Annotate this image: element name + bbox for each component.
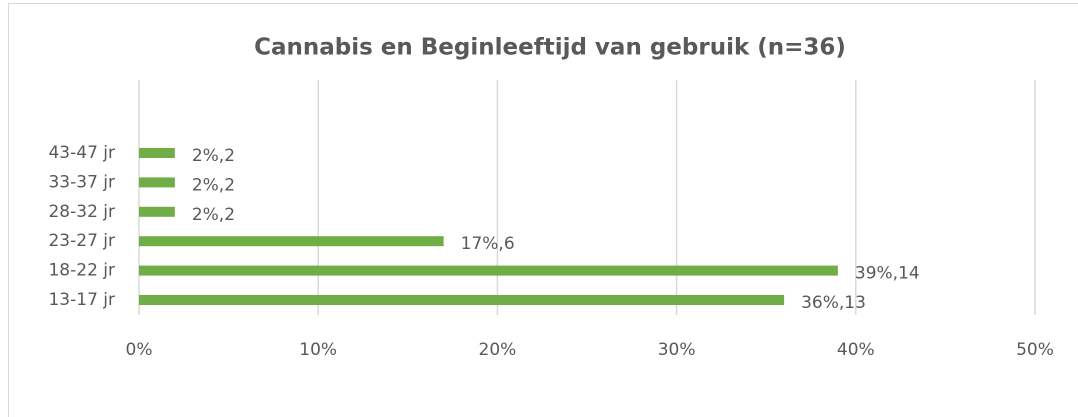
x-tick-label: 20% (479, 340, 517, 360)
bar (139, 206, 175, 217)
y-tick-label: 43-47 jr (48, 143, 115, 163)
value-label: 36%,13 (801, 293, 866, 313)
bar (139, 265, 838, 276)
y-tick-label: 33-37 jr (48, 172, 115, 192)
value-label: 2%,2 (192, 175, 235, 195)
chart-title: Cannabis en Beginleeftijd van gebruik (n… (254, 35, 846, 61)
y-tick-label: 23-27 jr (48, 231, 115, 251)
bar (139, 148, 175, 158)
x-tick-label: 30% (658, 340, 696, 360)
bar (139, 236, 444, 247)
bar (139, 177, 175, 188)
value-label: 39%,14 (855, 264, 920, 284)
x-tick-label: 0% (126, 340, 153, 360)
value-label: 2%,2 (192, 146, 235, 166)
x-tick-label: 50% (1016, 340, 1054, 360)
bar (139, 295, 785, 305)
x-tick-label: 10% (299, 340, 337, 360)
y-tick-label: 18-22 jr (48, 261, 115, 281)
x-tick-label: 40% (837, 340, 875, 360)
chart-frame (8, 3, 1078, 417)
value-label: 17%,6 (461, 234, 515, 254)
y-tick-label: 28-32 jr (48, 202, 115, 222)
y-tick-label: 13-17 jr (48, 290, 115, 310)
value-label: 2%,2 (192, 205, 235, 225)
